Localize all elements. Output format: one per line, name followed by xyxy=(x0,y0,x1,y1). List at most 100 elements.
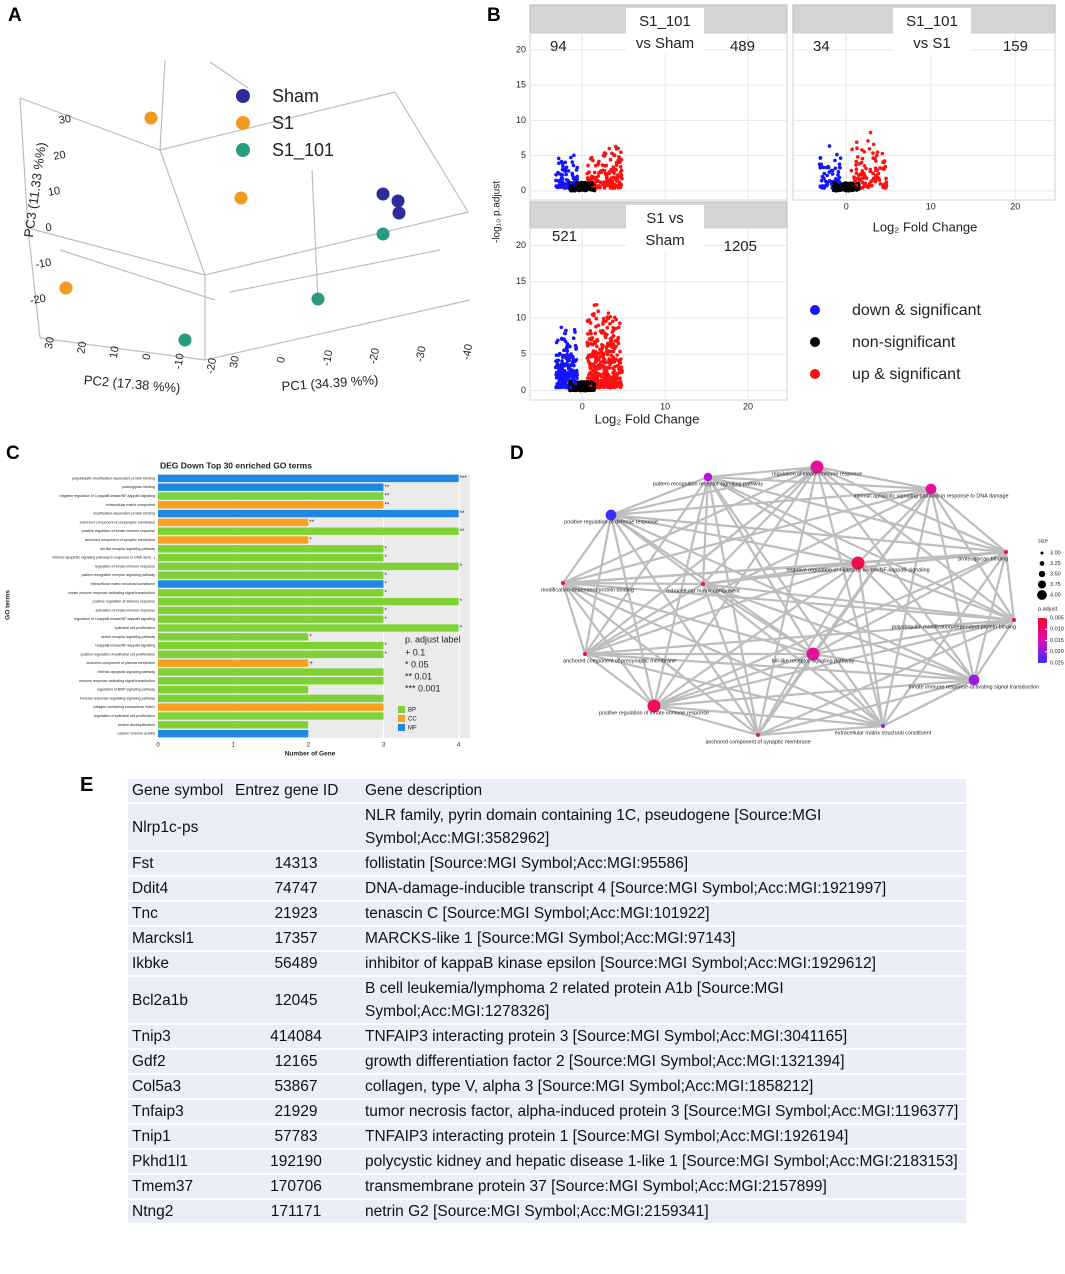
volcano-point xyxy=(554,353,559,358)
bar xyxy=(158,597,459,606)
volcano-point xyxy=(611,342,615,346)
table-cell: growth differentiation factor 2 [Source:… xyxy=(361,1049,966,1075)
volcano-point xyxy=(592,311,596,316)
volcano-point xyxy=(588,364,592,369)
volcano-point xyxy=(866,139,870,143)
network-edge xyxy=(562,561,859,585)
facet-title: S1_101 xyxy=(906,13,958,30)
network-edge xyxy=(701,476,710,585)
volcano-point xyxy=(588,331,593,335)
table-cell: Ddit4 xyxy=(128,876,231,902)
network-edge xyxy=(707,476,1015,621)
network-edge xyxy=(653,466,818,707)
node-label: regulation of innate immune response xyxy=(772,471,862,477)
facet-title-box xyxy=(893,8,971,54)
volcano-point xyxy=(610,330,615,334)
significance-label: * xyxy=(309,634,312,640)
volcano-point xyxy=(555,374,560,378)
network-edge xyxy=(584,488,932,655)
legend-swatch xyxy=(810,369,820,379)
network-edge xyxy=(653,562,859,707)
volcano-point xyxy=(860,148,864,152)
legend-label: 0.015 xyxy=(1050,638,1064,644)
volcano-point xyxy=(614,167,619,172)
table-row: Tnip1 57783 TNFAIP3 interacting protein 1 … xyxy=(128,1124,966,1150)
network-edge xyxy=(562,487,932,585)
panel-label: A xyxy=(8,5,22,26)
volcano-point xyxy=(592,187,596,191)
y-tick-label: epithelial cell proliferation xyxy=(115,626,155,630)
bar xyxy=(158,659,309,667)
pca-point xyxy=(144,111,158,125)
volcano-point xyxy=(606,311,611,315)
z-tick-label: 30 xyxy=(58,113,72,127)
volcano-point xyxy=(568,184,573,188)
node-label: positive regulation of innate immune res… xyxy=(599,710,709,716)
significance-label: * xyxy=(385,546,388,552)
volcano-point xyxy=(586,163,590,168)
legend-label: BP xyxy=(408,708,416,714)
y-tick-label: polyubiquitin modification-dependent pro… xyxy=(72,476,155,480)
volcano-point xyxy=(820,174,825,179)
volcano-point xyxy=(588,185,592,189)
significance-label: *** xyxy=(460,476,468,482)
table-row: Marcksl1 17357 MARCKS-like 1 [Source:MGI S… xyxy=(128,926,966,952)
volcano-point xyxy=(611,165,616,169)
legend-swatch xyxy=(1040,551,1044,555)
volcano-point xyxy=(575,186,579,191)
volcano-point xyxy=(556,363,560,367)
volcano-point xyxy=(875,153,879,158)
volcano-point xyxy=(882,159,887,163)
pca-point xyxy=(234,191,248,205)
legend-swatch xyxy=(398,715,405,722)
network-edge xyxy=(757,678,975,737)
volcano-point xyxy=(862,172,867,177)
network-edge xyxy=(929,488,976,681)
volcano-point xyxy=(569,363,573,367)
legend-label: 0.020 xyxy=(1050,649,1064,655)
network-edge xyxy=(707,475,1007,554)
volcano-point xyxy=(560,337,564,342)
volcano-point xyxy=(569,155,573,160)
volcano-point xyxy=(603,152,608,156)
axis-frame xyxy=(27,227,206,276)
volcano-point xyxy=(850,147,854,152)
volcano-point xyxy=(836,180,841,185)
volcano-point xyxy=(593,331,598,336)
volcano-point xyxy=(594,360,598,364)
volcano-point xyxy=(588,371,592,375)
x-tick-label: 3 xyxy=(382,743,386,749)
pca-point xyxy=(376,187,390,201)
network-node xyxy=(925,483,937,495)
axis-frame xyxy=(311,169,319,301)
bar xyxy=(158,536,309,544)
y-tick-label: I-kappaB kinase/NF-kappaB signaling xyxy=(95,644,155,648)
down-count: 94 xyxy=(550,38,567,55)
network-edge xyxy=(561,582,587,655)
table-row: Bcl2a1b 12045 B cell leukemia/lymphoma 2 r… xyxy=(128,976,966,1025)
network-edge xyxy=(562,514,612,584)
table-cell: B cell leukemia/lymphoma 2 related prote… xyxy=(361,976,966,1025)
volcano-point xyxy=(598,347,602,352)
volcano-point xyxy=(862,184,867,188)
volcano-point xyxy=(572,372,576,377)
facet-title: vs Sham xyxy=(636,35,694,52)
table-body: Nlrp1c-ps NLR family, pyrin domain contai… xyxy=(128,803,966,1225)
volcano-point xyxy=(563,331,568,336)
significance-label: * xyxy=(309,538,312,544)
network-edge xyxy=(707,476,859,564)
volcano-point xyxy=(602,376,607,380)
network-node xyxy=(968,674,980,686)
volcano-point xyxy=(854,159,858,164)
volcano-point xyxy=(619,168,624,173)
volcano-point xyxy=(833,166,838,171)
z-tick-label: 0 xyxy=(45,221,53,234)
axis-frame xyxy=(27,227,41,339)
bar xyxy=(158,474,459,483)
axis-frame xyxy=(209,61,249,89)
volcano-point xyxy=(867,146,872,151)
network-edge xyxy=(653,704,759,737)
volcano-point xyxy=(604,380,609,384)
network-edge xyxy=(610,513,859,565)
volcano-point xyxy=(584,184,588,188)
